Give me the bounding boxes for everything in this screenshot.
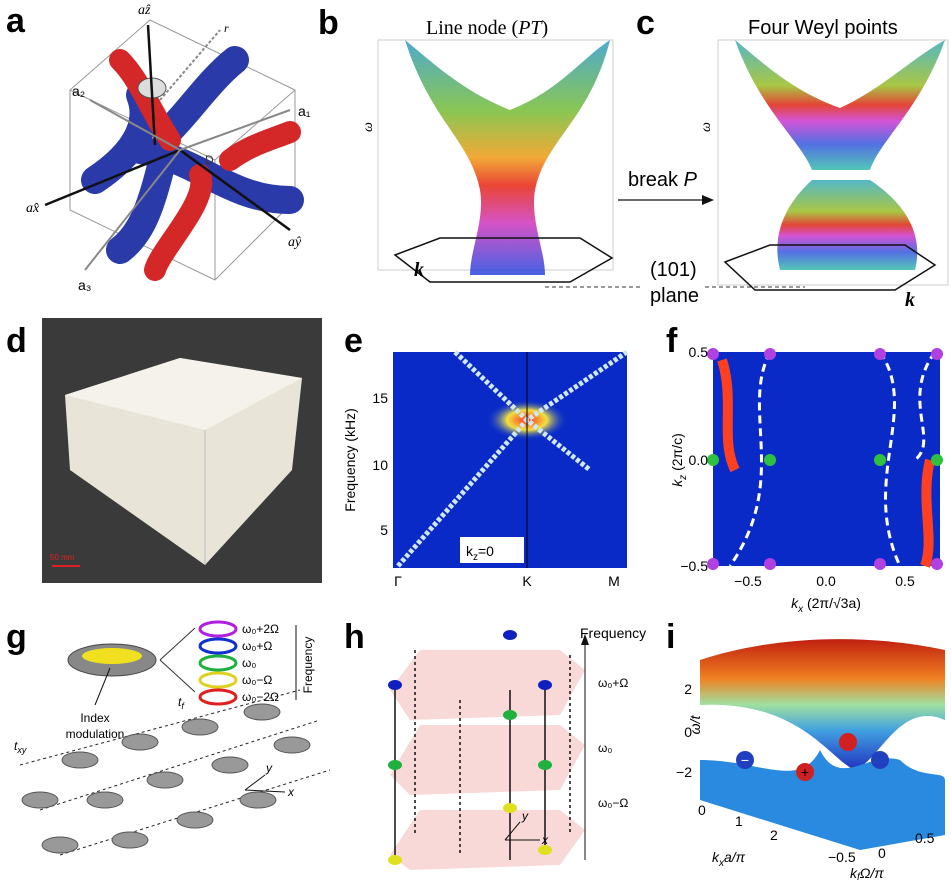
annotation: (101) <box>650 259 697 281</box>
title: Line node (PT) <box>426 17 548 39</box>
level-rings <box>200 622 236 704</box>
axis-label: a₂ <box>72 83 85 99</box>
panel-b: Line node (PT) ω k <box>361 17 613 282</box>
figure: a b c d e f g h i aẑ r a₂ a₁ ax̂ aŷ a₃ D… <box>0 0 951 881</box>
axis-label: Frequency (kHz) <box>342 408 358 511</box>
panel-label: a <box>6 2 26 40</box>
arrow-head <box>702 195 714 205</box>
panel-e: kz=0 Frequency (kHz) 15 10 5 Γ K M <box>342 352 627 589</box>
panel-i: + − ω/t 2 0 −2 0 1 2 kxa/π −0.5 0 0.5 kf… <box>676 639 945 881</box>
axis-label: y <box>265 761 273 775</box>
axis-label: x <box>541 833 549 847</box>
panel-g: Index modulation ω₀+2Ω ω₀+Ω ω₀ ω₀−Ω ω₀−2… <box>14 622 330 855</box>
tick-label: 0 <box>878 845 886 861</box>
axis-label: k <box>905 289 915 311</box>
axis-label: a₁ <box>298 103 311 119</box>
panel-label: d <box>6 322 27 360</box>
axis-label: aŷ <box>288 235 302 250</box>
panel-label: e <box>344 322 363 360</box>
level-label: ω₀−Ω <box>242 673 272 687</box>
charge-label: + <box>801 764 809 780</box>
tick-label: 15 <box>372 390 388 406</box>
axis-label: k <box>414 259 424 281</box>
charge-label: − <box>741 752 749 768</box>
annotation: plane <box>650 285 699 307</box>
tick-label: 0 <box>684 724 692 740</box>
panel-h: Frequency ω₀+Ω ω₀ ω₀−Ω y x <box>388 625 646 870</box>
panel-d: 50 mm <box>42 318 322 583</box>
axis-label: a₃ <box>78 277 92 293</box>
scale-label: 50 mm <box>50 553 75 562</box>
tick-label: 0.0 <box>816 573 836 589</box>
panel-label: c <box>636 4 655 42</box>
level-label: ω₀−2Ω <box>242 690 279 704</box>
xy-axes <box>245 775 285 792</box>
tick-label: M <box>608 573 620 589</box>
tick-label: −0.5 <box>734 573 762 589</box>
level-label: ω₀+Ω <box>242 639 272 653</box>
tick-label: −0.5 <box>828 849 856 865</box>
tick-label: 5 <box>380 522 388 538</box>
annotation: modulation <box>66 727 125 741</box>
axis-label: kxa/π <box>712 849 746 869</box>
axis-label: kfΩ/π <box>850 865 884 881</box>
level-label: ω₀−Ω <box>598 796 628 810</box>
title: Four Weyl points <box>748 17 898 39</box>
panel-a: aẑ r a₂ a₁ ax̂ aŷ a₃ D <box>26 3 311 293</box>
tick-label: 10 <box>372 457 388 473</box>
axis-label: x <box>287 785 295 799</box>
tick-label: K <box>522 573 532 589</box>
surface-state <box>925 460 930 566</box>
tick-label: 2 <box>684 681 692 697</box>
tick-label: 0.5 <box>689 344 709 360</box>
level-label: ω₀+Ω <box>598 676 628 690</box>
panel-c: Four Weyl points ω k break P (101) plane <box>545 17 948 311</box>
tick-label: 0.0 <box>689 452 709 468</box>
annotation: txy <box>14 739 27 755</box>
axis-label: ax̂ <box>26 201 40 216</box>
panel-f: kz (2π/c) 0.5 0.0 −0.5 −0.5 0.0 0.5 kx (… <box>669 344 943 615</box>
axis-label: kx (2π/√3a) <box>791 595 861 615</box>
tick-label: 0.5 <box>895 573 915 589</box>
axis-label: Frequency <box>301 637 315 694</box>
axis-label: y <box>521 809 529 823</box>
bracket <box>160 628 195 692</box>
annotation: tf <box>178 695 185 711</box>
axis-label: Frequency <box>580 625 646 641</box>
lattice <box>20 690 330 855</box>
panel-label: h <box>344 618 365 656</box>
lower-band <box>700 750 945 850</box>
axis-label: aẑ <box>138 3 151 18</box>
tick-label: Γ <box>394 573 402 589</box>
axis-label: ω <box>699 122 714 132</box>
annotation: Index <box>80 711 109 725</box>
planes <box>390 650 585 870</box>
upper-band <box>735 40 945 170</box>
panel-label: f <box>666 322 678 360</box>
axis-label: kz (2π/c) <box>669 433 689 487</box>
panel-label: i <box>666 618 675 656</box>
lower-band <box>777 180 917 270</box>
tick-label: 0.5 <box>915 830 935 846</box>
tick-label: 1 <box>735 813 743 829</box>
annotation: break P <box>628 169 698 191</box>
axis-label: ω <box>361 122 376 132</box>
tick-label: 0 <box>698 802 706 818</box>
level-label: ω₀+2Ω <box>242 622 279 636</box>
ring-core <box>82 648 142 664</box>
upper-band <box>700 639 945 770</box>
panel-label: g <box>6 618 27 656</box>
level-label: ω₀ <box>598 741 612 755</box>
level-label: ω₀ <box>242 656 256 670</box>
tick-label: −2 <box>676 764 692 780</box>
axis-label: r <box>224 21 229 35</box>
label: D <box>205 153 214 167</box>
tick-label: 2 <box>770 827 778 843</box>
tick-label: −0.5 <box>680 558 708 574</box>
panel-label: b <box>318 4 339 42</box>
